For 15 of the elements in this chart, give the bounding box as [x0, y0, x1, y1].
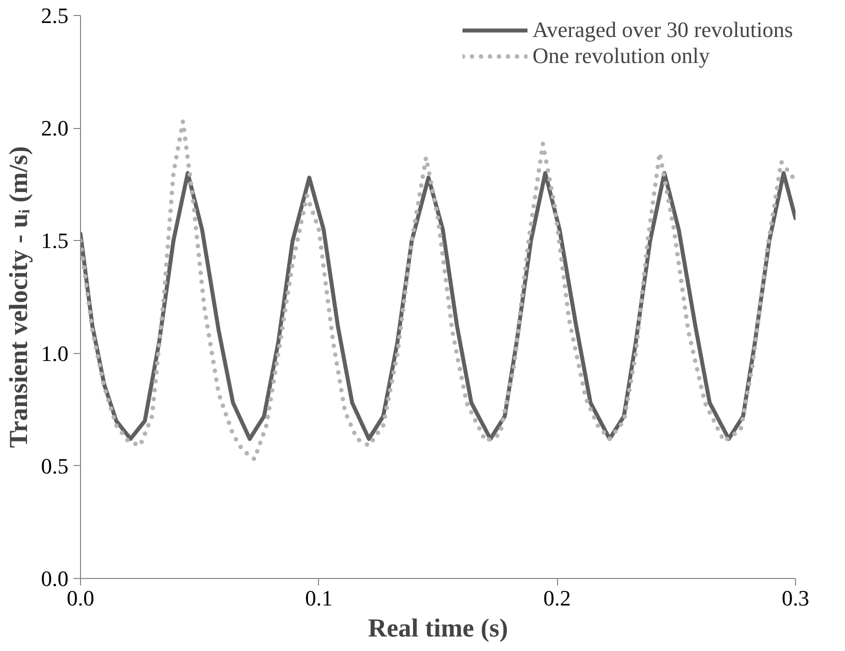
x-tick-label: 0.1: [305, 586, 333, 610]
x-tick-label: 0.2: [543, 586, 571, 610]
y-tick-label: 0.0: [41, 566, 68, 591]
line-series: [80, 119, 796, 462]
x-axis-title: Real time (s): [368, 614, 508, 642]
y-tick-label: 0.5: [41, 453, 68, 478]
x-tick-label: 0.3: [782, 586, 810, 610]
legend-label: Averaged over 30 revolutions: [532, 17, 793, 43]
y-tick-label: 2.0: [41, 116, 68, 141]
x-tick-label: 0.0: [66, 586, 94, 610]
y-tick-label: 1.0: [41, 340, 68, 366]
y-tick-label: 1.5: [41, 228, 68, 254]
legend-label: One revolution only: [532, 43, 710, 69]
y-tick-label: 2.5: [41, 3, 68, 28]
y-axis-title: Transient velocity - uᵢ (m/s): [4, 146, 33, 448]
